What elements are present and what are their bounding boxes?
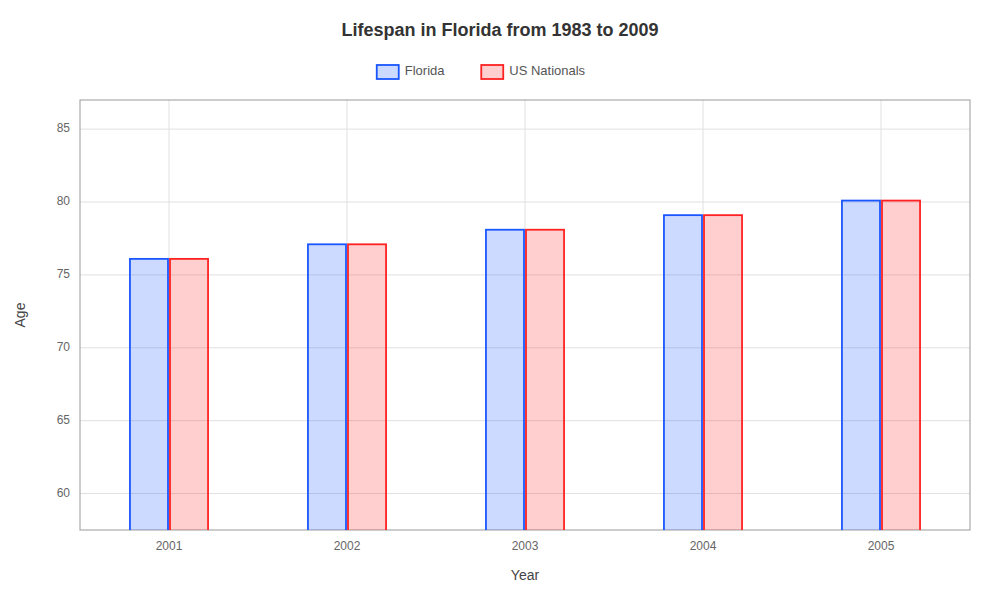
bar (486, 230, 524, 530)
y-tick-label: 80 (57, 194, 71, 208)
bar (130, 259, 168, 530)
legend-label: US Nationals (509, 63, 585, 78)
bar (664, 215, 702, 530)
y-tick-label: 60 (57, 486, 71, 500)
x-tick-label: 2005 (868, 539, 895, 553)
bar (882, 201, 920, 530)
ticks: 60 65 70 75 80 85 2001 2002 2003 2004 2005 (57, 121, 895, 553)
bar (842, 201, 880, 530)
y-tick-label: 75 (57, 267, 71, 281)
grid (80, 100, 970, 530)
x-tick-label: 2002 (334, 539, 361, 553)
y-tick-label: 65 (57, 413, 71, 427)
bar (170, 259, 208, 530)
y-tick-label: 70 (57, 340, 71, 354)
chart: 60 65 70 75 80 85 2001 2002 2003 2004 2005 Year Age L… (0, 0, 1000, 600)
plot-frame (80, 100, 970, 530)
y-axis-label: Age (12, 302, 28, 327)
x-tick-label: 2004 (690, 539, 717, 553)
x-tick-label: 2001 (156, 539, 183, 553)
legend: Florida US Nationals (377, 63, 586, 79)
bar (526, 230, 564, 530)
legend-swatch (481, 65, 503, 79)
legend-swatch (377, 65, 399, 79)
y-tick-label: 85 (57, 121, 71, 135)
bar (308, 244, 346, 530)
x-tick-label: 2003 (512, 539, 539, 553)
bar (704, 215, 742, 530)
legend-label: Florida (405, 63, 446, 78)
bar (348, 244, 386, 530)
title: Lifespan in Florida from 1983 to 2009 (341, 20, 658, 40)
x-axis-label: Year (511, 567, 540, 583)
bars (130, 201, 920, 530)
